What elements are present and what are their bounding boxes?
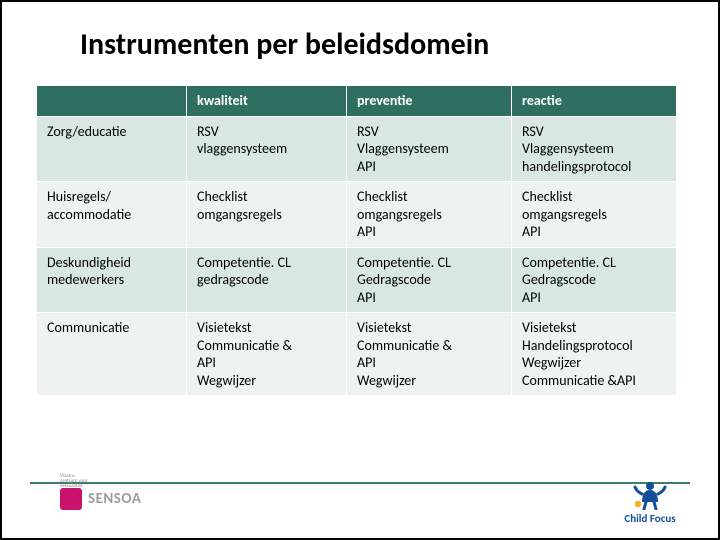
cell-line: Checklist — [197, 188, 336, 206]
cell-line: API — [522, 289, 666, 307]
table-header: kwaliteit preventie reactie — [37, 86, 677, 117]
cell-line: Communicatie & — [197, 337, 336, 355]
childfocus-icon — [630, 480, 670, 510]
cell-line: Visietekst — [522, 319, 666, 337]
cell-line: omgangsregels — [197, 206, 336, 224]
table-cell: VisietekstHandelingsprotocolWegwijzerCom… — [512, 313, 677, 396]
table-cell: ChecklistomgangsregelsAPI — [347, 182, 512, 248]
cell-line: Communicatie &API — [522, 372, 666, 390]
cell-line: omgangsregels — [522, 206, 666, 224]
cell-line: API — [522, 223, 666, 241]
header-col-3: reactie — [512, 86, 677, 117]
policy-table: kwaliteit preventie reactie Zorg/educati… — [36, 85, 677, 396]
row-label: Zorg/educatie — [37, 116, 187, 182]
cell-line: Gedragscode — [522, 271, 666, 289]
cell-line: API — [357, 223, 501, 241]
sensoa-text: SENSOA — [88, 490, 141, 508]
table-cell: ChecklistomgangsregelsAPI — [512, 182, 677, 248]
cell-line: handelingsprotocol — [522, 158, 666, 176]
table-cell: Competentie. CLGedragscodeAPI — [347, 247, 512, 313]
row-label-line: Deskundigheid — [47, 254, 176, 272]
cell-line: RSV — [357, 123, 501, 141]
header-col-2: preventie — [347, 86, 512, 117]
slide: Instrumenten per beleidsdomein kwaliteit… — [0, 0, 720, 540]
cell-line: Checklist — [357, 188, 501, 206]
cell-line: API — [197, 354, 336, 372]
cell-line: gedragscode — [197, 271, 336, 289]
row-label-line: Huisregels/ — [47, 188, 176, 206]
cell-line: Gedragscode — [357, 271, 501, 289]
cell-line: Vlaggensysteem — [357, 140, 501, 158]
table-cell: RSVVlaggensysteemhandelingsprotocol — [512, 116, 677, 182]
vlaams-subtext: Vlaams centrum voor seksualiteit — [60, 474, 88, 489]
cell-line: RSV — [522, 123, 666, 141]
slide-title: Instrumenten per beleidsdomein — [80, 26, 690, 63]
cell-line: Communicatie & — [357, 337, 501, 355]
childfocus-logo: Child Focus — [610, 480, 690, 525]
table-cell: Competentie. CLGedragscodeAPI — [512, 247, 677, 313]
cell-line: Competentie. CL — [357, 254, 501, 272]
sensoa-logo: SENSOA — [60, 488, 141, 510]
cell-line: API — [357, 354, 501, 372]
header-col-1: kwaliteit — [187, 86, 347, 117]
table-cell: RSVVlaggensysteemAPI — [347, 116, 512, 182]
table-cell: Competentie. CLgedragscode — [187, 247, 347, 313]
childfocus-text: Child Focus — [610, 512, 690, 525]
cell-line: Checklist — [522, 188, 666, 206]
cell-line: Competentie. CL — [197, 254, 336, 272]
table-cell: VisietekstCommunicatie &APIWegwijzer — [347, 313, 512, 396]
cell-line: Competentie. CL — [522, 254, 666, 272]
row-label: Communicatie — [37, 313, 187, 396]
cell-line: Wegwijzer — [522, 354, 666, 372]
footer: Vlaams centrum voor seksualiteit SENSOA … — [30, 476, 690, 524]
cell-line: RSV — [197, 123, 336, 141]
table-cell: Checklistomgangsregels — [187, 182, 347, 248]
cell-line: API — [357, 158, 501, 176]
row-label-line: accommodatie — [47, 206, 176, 224]
cell-line: Visietekst — [357, 319, 501, 337]
cell-line: Visietekst — [197, 319, 336, 337]
cell-line: Vlaggensysteem — [522, 140, 666, 158]
table-body: Zorg/educatieRSVvlaggensysteemRSVVlaggen… — [37, 116, 677, 396]
cell-line: API — [357, 289, 501, 307]
cell-line: vlaggensysteem — [197, 140, 336, 158]
cell-line: Wegwijzer — [197, 372, 336, 390]
table-cell: VisietekstCommunicatie &APIWegwijzer — [187, 313, 347, 396]
cell-line: Wegwijzer — [357, 372, 501, 390]
cell-line: omgangsregels — [357, 206, 501, 224]
row-label: Huisregels/accommodatie — [37, 182, 187, 248]
footer-rule — [30, 482, 690, 484]
row-label: Deskundigheidmedewerkers — [37, 247, 187, 313]
row-label-line: medewerkers — [47, 271, 176, 289]
header-blank — [37, 86, 187, 117]
sensoa-mark-icon — [60, 488, 82, 510]
table-cell: RSVvlaggensysteem — [187, 116, 347, 182]
cell-line: Handelingsprotocol — [522, 337, 666, 355]
